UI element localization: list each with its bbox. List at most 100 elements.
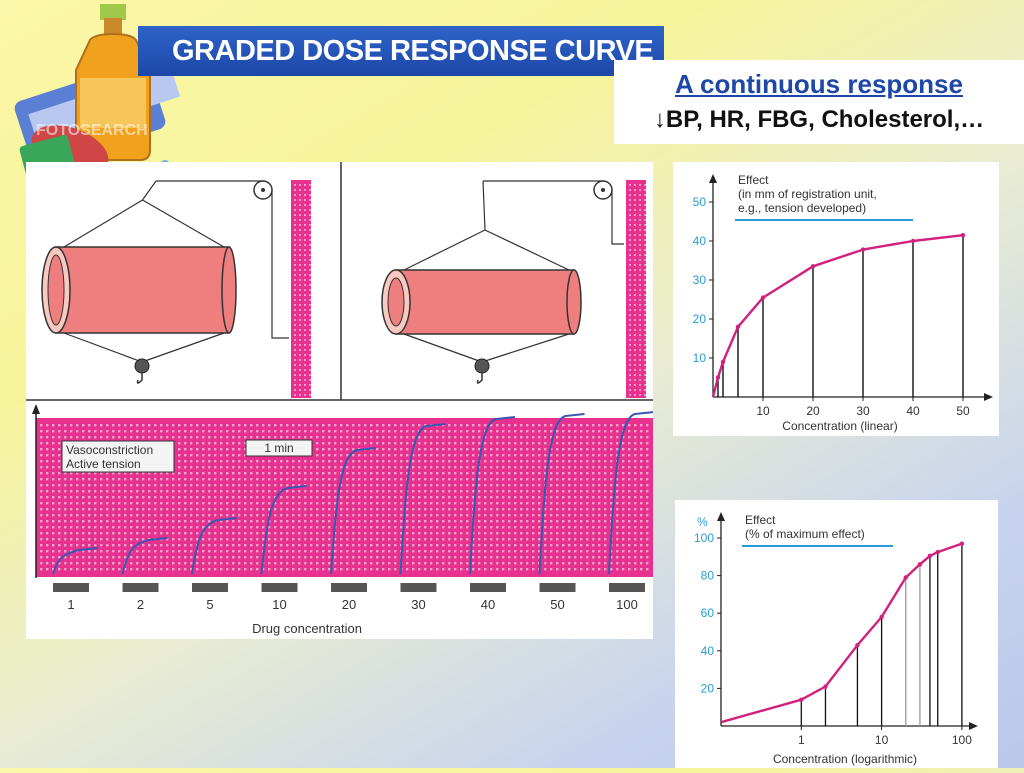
strip-dot — [304, 209, 306, 211]
grid-dot — [412, 568, 415, 571]
grid-dot — [298, 520, 301, 523]
grid-dot — [358, 562, 361, 565]
grid-dot — [622, 454, 625, 457]
grid-dot — [262, 484, 265, 487]
grid-dot — [640, 442, 643, 445]
grid-dot — [184, 436, 187, 439]
strip-dot — [299, 209, 301, 211]
grid-dot — [190, 430, 193, 433]
grid-dot — [508, 442, 511, 445]
strip-dot — [639, 264, 641, 266]
grid-dot — [286, 460, 289, 463]
grid-dot — [40, 520, 43, 523]
grid-dot — [526, 496, 529, 499]
grid-dot — [598, 532, 601, 535]
grid-dot — [478, 496, 481, 499]
grid-dot — [250, 544, 253, 547]
grid-dot — [568, 460, 571, 463]
grid-dot — [430, 502, 433, 505]
strip-dot — [634, 244, 636, 246]
grid-dot — [196, 430, 199, 433]
grid-dot — [538, 454, 541, 457]
grid-dot — [298, 568, 301, 571]
strip-dot — [299, 264, 301, 266]
grid-dot — [544, 526, 547, 529]
grid-dot — [364, 484, 367, 487]
grid-dot — [448, 442, 451, 445]
grid-dot — [196, 526, 199, 529]
grid-dot — [574, 526, 577, 529]
grid-dot — [226, 502, 229, 505]
grid-dot — [496, 454, 499, 457]
grid-dot — [64, 508, 67, 511]
grid-dot — [58, 448, 61, 451]
grid-dot — [376, 484, 379, 487]
grid-dot — [202, 538, 205, 541]
grid-dot — [250, 556, 253, 559]
strip-dot — [639, 239, 641, 241]
grid-dot — [634, 424, 637, 427]
strip-dot — [304, 264, 306, 266]
vessel-lumen — [387, 277, 405, 327]
grid-dot — [472, 436, 475, 439]
grid-dot — [328, 430, 331, 433]
grid-dot — [604, 442, 607, 445]
grid-dot — [268, 502, 271, 505]
grid-dot — [130, 472, 133, 475]
grid-dot — [310, 568, 313, 571]
grid-dot — [184, 514, 187, 517]
strip-dot — [304, 324, 306, 326]
grid-dot — [580, 538, 583, 541]
grid-dot — [196, 508, 199, 511]
grid-dot — [394, 472, 397, 475]
grid-dot — [280, 502, 283, 505]
grid-dot — [370, 544, 373, 547]
grid-dot — [364, 502, 367, 505]
grid-dot — [556, 520, 559, 523]
grid-dot — [502, 460, 505, 463]
grid-dot — [406, 496, 409, 499]
grid-dot — [250, 520, 253, 523]
grid-dot — [58, 550, 61, 553]
strip-dot — [629, 184, 631, 186]
grid-dot — [514, 532, 517, 535]
grid-dot — [592, 448, 595, 451]
grid-dot — [244, 430, 247, 433]
grid-dot — [58, 556, 61, 559]
grid-dot — [322, 508, 325, 511]
grid-dot — [490, 550, 493, 553]
grid-dot — [490, 556, 493, 559]
grid-dot — [466, 448, 469, 451]
grid-dot — [106, 556, 109, 559]
grid-dot — [442, 436, 445, 439]
grid-dot — [394, 442, 397, 445]
grid-dot — [544, 472, 547, 475]
grid-dot — [592, 544, 595, 547]
tension-trace — [330, 447, 377, 575]
strip-dot — [304, 279, 306, 281]
grid-dot — [148, 520, 151, 523]
grid-dot — [172, 514, 175, 517]
grid-dot — [226, 568, 229, 571]
grid-dot — [604, 532, 607, 535]
grid-dot — [166, 484, 169, 487]
grid-dot — [604, 568, 607, 571]
grid-dot — [598, 442, 601, 445]
grid-dot — [520, 436, 523, 439]
strip-dot — [294, 354, 296, 356]
grid-dot — [46, 478, 49, 481]
grid-dot — [316, 508, 319, 511]
grid-dot — [136, 502, 139, 505]
grid-dot — [88, 490, 91, 493]
grid-dot — [142, 502, 145, 505]
grid-dot — [148, 550, 151, 553]
grid-dot — [136, 514, 139, 517]
grid-dot — [52, 460, 55, 463]
data-point — [959, 541, 965, 546]
grid-dot — [532, 538, 535, 541]
grid-dot — [544, 460, 547, 463]
grid-dot — [580, 490, 583, 493]
grid-dot — [220, 520, 223, 523]
grid-dot — [382, 454, 385, 457]
